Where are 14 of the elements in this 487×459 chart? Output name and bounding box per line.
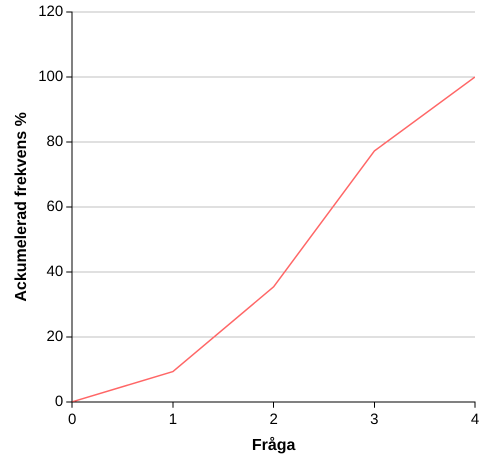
- y-tick-label: 100: [38, 68, 64, 86]
- x-tick-label: 2: [269, 410, 278, 428]
- y-axis-title: Ackumelerad frekvens %: [13, 112, 30, 302]
- x-tick-label: 4: [470, 410, 480, 428]
- x-axis-title: Fråga: [252, 436, 296, 454]
- y-tick-label: 0: [54, 392, 64, 410]
- x-tick-label: 1: [168, 410, 178, 428]
- x-tick-label: 0: [68, 410, 76, 428]
- y-tick-label: 40: [46, 263, 64, 280]
- y-tick-label: 20: [46, 328, 64, 345]
- y-tick-label: 80: [46, 133, 64, 150]
- y-tick-label: 120: [38, 3, 64, 20]
- y-tick-label: 60: [46, 198, 64, 216]
- x-tick-label: 3: [370, 410, 378, 428]
